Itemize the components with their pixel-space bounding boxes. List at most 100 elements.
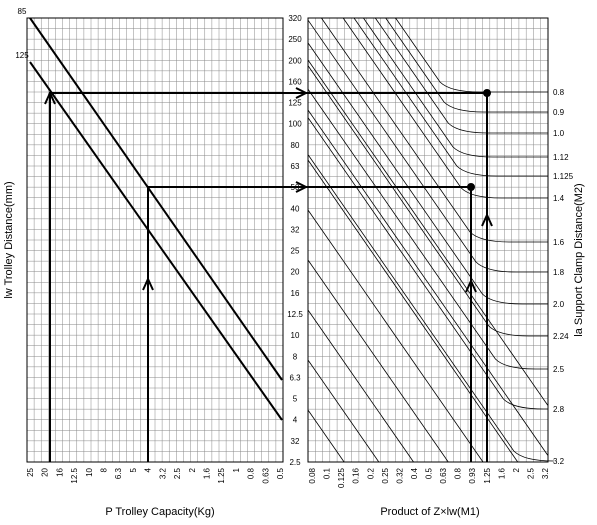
axis-title: P Trolley Capacity(Kg) (105, 506, 214, 518)
x-tick-label: 2 (188, 467, 197, 472)
y-tick-label: 25 (291, 247, 300, 256)
x-tick-label: 5 (129, 467, 138, 472)
x-tick-label: 0.2 (366, 467, 375, 479)
capacity-line (29, 17, 283, 381)
labels: 0.8 0.9 1.0 1.12 1.125 1.4 1.6 1.8 2.0 2.24 2.5 2.8… (26, 14, 574, 488)
x-tick-label: 0.16 (352, 467, 361, 483)
right-tick-label: 1.0 (553, 129, 565, 138)
x-tick-label: 1.6 (497, 467, 506, 479)
axis-title: Product of Z×lw(M1) (380, 506, 479, 518)
y-tick-label: 32 (291, 437, 300, 446)
right-tick-label: 2.24 (553, 332, 569, 341)
example-path (147, 186, 472, 462)
x-tick-label: 8 (100, 467, 109, 472)
arrow (481, 212, 493, 227)
capacity-line (29, 61, 283, 421)
point (483, 89, 491, 97)
y-tick-label: 200 (288, 56, 302, 65)
x-tick-label: 0.8 (247, 467, 256, 479)
x-tick-label: 2.5 (526, 467, 535, 479)
x-tick-label: 2 (512, 467, 521, 472)
right-tick-label: 2.0 (553, 300, 565, 309)
clamp-curve (307, 19, 548, 273)
line-label: 125 (15, 51, 29, 60)
diagonal (307, 259, 449, 463)
y-tick-label: 20 (291, 268, 300, 277)
diagonal (307, 409, 345, 463)
y-tick-label: 4 (293, 416, 298, 425)
y-tick-label: 63 (291, 162, 300, 171)
diagonal (307, 309, 414, 463)
x-tick-label: 25 (26, 467, 35, 476)
x-tick-label: 2.5 (173, 467, 182, 479)
clamp-curve (342, 17, 548, 199)
right-tick-label: 1.4 (553, 194, 565, 203)
arrow (142, 276, 154, 291)
right-tick-label: 2.5 (553, 365, 565, 374)
right-tick-label: 0.9 (553, 108, 565, 117)
y-tick-label: 160 (288, 77, 302, 86)
right-tick-label: 1.125 (553, 172, 574, 181)
x-tick-label: 0.63 (261, 467, 270, 483)
x-tick-label: 1.25 (483, 467, 492, 483)
x-tick-label: 0.63 (439, 467, 448, 483)
diagonal (307, 159, 519, 463)
x-tick-label: 0.8 (454, 467, 463, 479)
right-tick-label: 3.2 (553, 457, 565, 466)
diagonal (307, 109, 549, 456)
x-tick-label: 12.5 (70, 467, 79, 483)
y-tick-label: 320 (288, 14, 302, 23)
x-tick-label: 1.6 (202, 467, 211, 479)
arrow (295, 87, 309, 99)
arrow (465, 278, 477, 293)
clamp-curve (353, 17, 548, 177)
x-tick-label: 20 (41, 467, 50, 476)
x-tick-label: 0.93 (468, 467, 477, 483)
clamp-curve (307, 88, 548, 370)
y-tick-label: 250 (288, 35, 302, 44)
diagonal (307, 59, 549, 406)
clamp-curve (307, 117, 548, 410)
right-tick-label: 2.8 (553, 405, 565, 414)
y-tick-label: 16 (291, 289, 300, 298)
clamp-curve (385, 17, 548, 113)
point (467, 183, 475, 191)
x-tick-label: 0.32 (395, 467, 404, 483)
x-tick-label: 0.4 (410, 467, 419, 479)
axis-title: lw Trolley Distance(mm) (3, 181, 15, 298)
right-tick-label: 1.6 (553, 238, 565, 247)
axis-title: la Support Clamp Distance(M2) (573, 183, 585, 336)
x-tick-label: 1.25 (217, 467, 226, 483)
diagonal (307, 359, 380, 463)
y-tick-label: 12.5 (287, 310, 303, 319)
clamp-curve (395, 17, 548, 93)
reading-lines (29, 17, 493, 462)
x-tick-label: 4 (144, 467, 153, 472)
y-tick-label: 125 (288, 99, 302, 108)
line-label: 85 (18, 7, 27, 16)
panel-border (307, 17, 549, 463)
clamp-curve (307, 42, 548, 305)
clamp-curve (363, 17, 548, 158)
x-tick-label: 0.5 (276, 467, 285, 479)
example-path (49, 92, 488, 462)
right-tick-label: 1.8 (553, 268, 565, 277)
x-tick-label: 3.2 (158, 467, 167, 479)
clamp-curve (374, 17, 548, 134)
clamp-curve (307, 154, 554, 462)
right-tick-label: 1.12 (553, 153, 569, 162)
right-tick-label: 0.8 (553, 88, 565, 97)
y-tick-label: 10 (291, 331, 300, 340)
x-tick-label: 0.5 (425, 467, 434, 479)
y-tick-label: 50 (291, 183, 300, 192)
y-tick-label: 100 (288, 120, 302, 129)
x-tick-label: 16 (55, 467, 64, 476)
y-tick-label: 2.5 (289, 458, 301, 467)
x-tick-label: 0.25 (381, 467, 390, 483)
y-tick-label: 32 (291, 225, 300, 234)
y-tick-label: 5 (293, 395, 298, 404)
x-tick-label: 0.08 (308, 467, 317, 483)
arrow (295, 181, 309, 193)
x-tick-label: 0.1 (323, 467, 332, 479)
